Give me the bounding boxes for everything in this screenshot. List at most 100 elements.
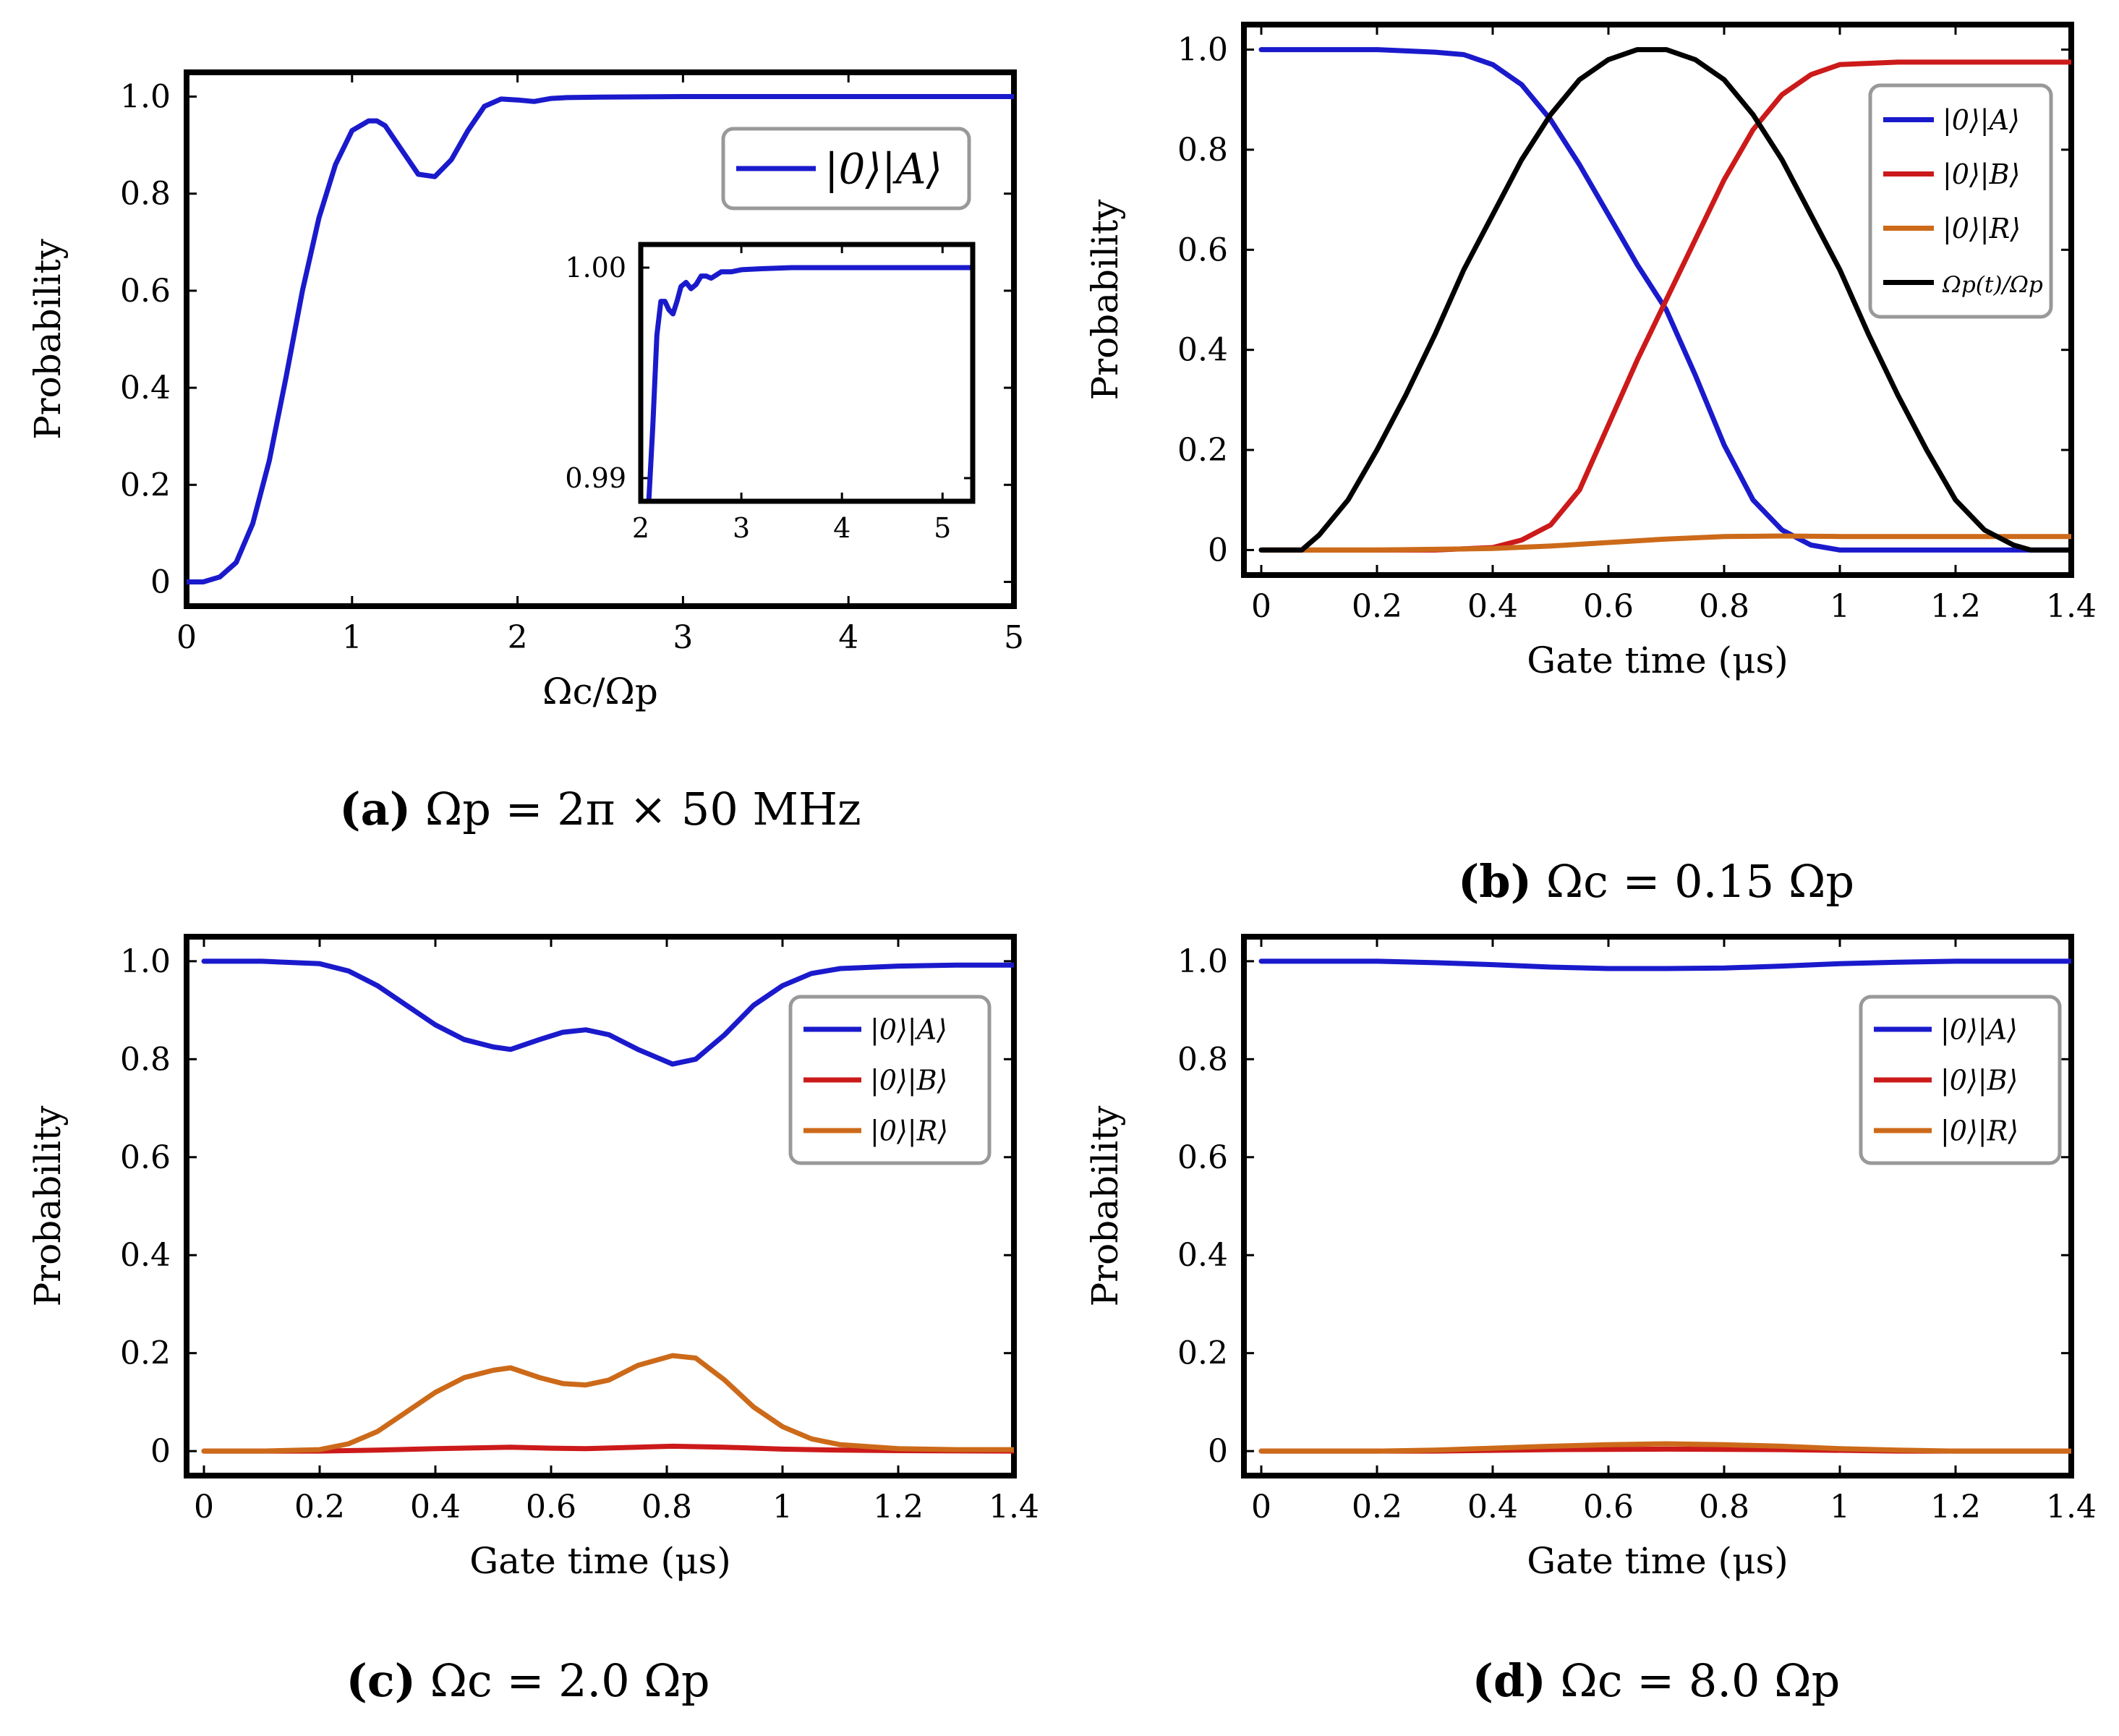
- series-line-2: [1258, 533, 2071, 553]
- x-tick-label: 1: [342, 619, 362, 656]
- caption-label: (d): [1472, 1654, 1546, 1707]
- inset-series-line: [646, 265, 973, 501]
- x-tick-label: 0.4: [1467, 1489, 1518, 1526]
- x-tick-label: 0: [194, 1489, 214, 1526]
- x-tick-label: 1: [772, 1489, 793, 1526]
- x-tick-label: 0: [1251, 1489, 1271, 1526]
- inset-x-tick-label: 2: [632, 512, 649, 544]
- x-tick-label: 0.8: [641, 1489, 692, 1526]
- y-tick-label: 1.0: [1177, 943, 1228, 980]
- inset-background: [641, 244, 973, 501]
- plot-frame: [1241, 934, 2074, 1478]
- legend-box: [788, 995, 992, 1165]
- x-tick-label: 3: [673, 619, 693, 656]
- legend-box: [721, 127, 971, 210]
- legend-label-3: Ωp(t)/Ωp: [1942, 272, 2043, 298]
- x-axis-label: Gate time (μs): [1527, 1540, 1788, 1582]
- legend-label-2: |0⟩|R⟩: [1940, 1115, 2018, 1146]
- x-tick-label: 0.6: [1583, 1489, 1634, 1526]
- x-tick-label: 0.8: [1699, 1489, 1749, 1526]
- y-axis-label: Probability: [1084, 199, 1126, 401]
- y-tick-label: 0.6: [120, 273, 171, 310]
- x-axis-label: Ωc/Ωp: [542, 671, 658, 712]
- caption-label: (a): [339, 783, 411, 835]
- x-tick-label: 0.4: [1467, 588, 1518, 625]
- y-tick-label: 0.6: [120, 1139, 171, 1176]
- legend: |0⟩|A⟩ |0⟩|B⟩ |0⟩|R⟩ Ωp(t)/Ωp: [1868, 83, 2053, 319]
- inset-y-tick-label: 0.99: [565, 462, 626, 494]
- x-tick-label: 1.4: [2046, 1489, 2097, 1526]
- caption-label: (b): [1458, 855, 1532, 908]
- plot-frame: [184, 934, 1017, 1478]
- series-line-1: [1258, 59, 2071, 553]
- x-axis-label: Gate time (μs): [469, 1540, 730, 1582]
- y-tick-label: 0: [150, 563, 171, 600]
- y-tick-label: 0.8: [120, 176, 171, 213]
- x-tick-label: 0.6: [1583, 588, 1634, 625]
- y-tick-label: 0.6: [1177, 1139, 1228, 1176]
- x-tick-label: 0.2: [1352, 588, 1402, 625]
- y-tick-label: 0: [1208, 1433, 1228, 1470]
- y-tick-label: 0.2: [120, 467, 171, 503]
- series-line-1: [201, 1443, 1014, 1454]
- legend-label-0: |0⟩|A⟩: [1940, 1013, 2018, 1045]
- y-tick-label: 1.0: [120, 79, 171, 116]
- caption-text: Ωc = 8.0 Ωp: [1546, 1654, 1841, 1707]
- series-line-0: [201, 958, 1014, 1067]
- legend: |0⟩|A⟩ |0⟩|B⟩ |0⟩|R⟩: [788, 995, 992, 1165]
- inset-plot: 2 3 4 5 0.99 1.00: [565, 242, 976, 544]
- chart-panel-a: 0 1 2 3 4 5 0 0.2 0.4 0.6 0.8 1.0 Ωc/Ωp Probability 2 3…: [27, 69, 1024, 835]
- legend-label-1: |0⟩|B⟩: [1943, 158, 2020, 190]
- caption: (a) Ωp = 2π × 50 MHz: [339, 783, 861, 835]
- x-tick-label: 5: [1004, 619, 1024, 656]
- legend: |0⟩|A⟩: [721, 127, 971, 210]
- y-tick-label: 0.4: [1177, 1237, 1228, 1274]
- caption: (c) Ωc = 2.0 Ωp: [346, 1654, 709, 1707]
- inset-x-tick-label: 5: [934, 512, 951, 544]
- x-tick-label: 0.2: [294, 1489, 345, 1526]
- legend-label-1: |0⟩|B⟩: [870, 1064, 947, 1096]
- y-axis-label: Probability: [27, 238, 69, 440]
- caption-label: (c): [346, 1654, 415, 1707]
- chart-panel-d: 0 0.2 0.4 0.6 0.8 1 1.2 1.4 0 0.2 0.4 0.6 0.8 1.0 Gate…: [1084, 934, 2097, 1707]
- x-tick-label: 0.6: [526, 1489, 576, 1526]
- y-tick-label: 0.6: [1177, 231, 1228, 268]
- x-tick-label: 0.4: [410, 1489, 461, 1526]
- x-tick-label: 1.2: [1930, 588, 1981, 625]
- x-tick-label: 1: [1830, 1489, 1850, 1526]
- chart-panel-c: 0 0.2 0.4 0.6 0.8 1 1.2 1.4 0 0.2 0.4 0.6 0.8 1.0 Gate…: [27, 934, 1039, 1707]
- legend-label-0: |0⟩|A⟩: [1943, 104, 2020, 136]
- series-line-2: [1258, 1441, 2071, 1454]
- legend-label-1: |0⟩|B⟩: [1940, 1064, 2018, 1096]
- y-tick-label: 0.8: [1177, 1041, 1228, 1078]
- legend: |0⟩|A⟩ |0⟩|B⟩ |0⟩|R⟩: [1859, 995, 2062, 1165]
- inset-x-tick-label: 4: [833, 512, 850, 544]
- y-tick-label: 1.0: [1177, 32, 1228, 69]
- y-tick-label: 0.4: [120, 370, 171, 407]
- x-tick-label: 0: [1251, 588, 1271, 625]
- legend-label-2: |0⟩|R⟩: [1943, 213, 2021, 244]
- y-tick-label: 0: [150, 1433, 171, 1470]
- caption-text: Ωc = 0.15 Ωp: [1532, 855, 1854, 908]
- y-tick-label: 0.4: [120, 1237, 171, 1274]
- legend-label-2: |0⟩|R⟩: [870, 1115, 948, 1146]
- x-tick-label: 1.4: [2046, 588, 2097, 625]
- y-tick-label: 0.4: [1177, 332, 1228, 369]
- x-tick-label: 1.4: [989, 1489, 1039, 1526]
- x-tick-label: 1.2: [873, 1489, 924, 1526]
- caption-text: Ωp = 2π × 50 MHz: [411, 783, 861, 835]
- legend-box: [1859, 995, 2062, 1165]
- x-tick-label: 2: [508, 619, 528, 656]
- y-tick-label: 0.2: [120, 1335, 171, 1372]
- x-tick-label: 1.2: [1930, 1489, 1981, 1526]
- y-tick-label: 0.2: [1177, 1335, 1228, 1372]
- y-axis-label: Probability: [27, 1105, 69, 1307]
- y-axis-label: Probability: [1084, 1105, 1126, 1307]
- x-tick-label: 4: [838, 619, 858, 656]
- series-line-0: [1258, 958, 2071, 971]
- inset-y-tick-label: 1.00: [565, 252, 626, 284]
- chart-panel-b: 0 0.2 0.4 0.6 0.8 1 1.2 1.4 0 0.2 0.4 0.6 0.8 1.0 Gate…: [1084, 22, 2097, 908]
- plot-frame: [184, 69, 1017, 609]
- x-tick-label: 0.2: [1352, 1489, 1402, 1526]
